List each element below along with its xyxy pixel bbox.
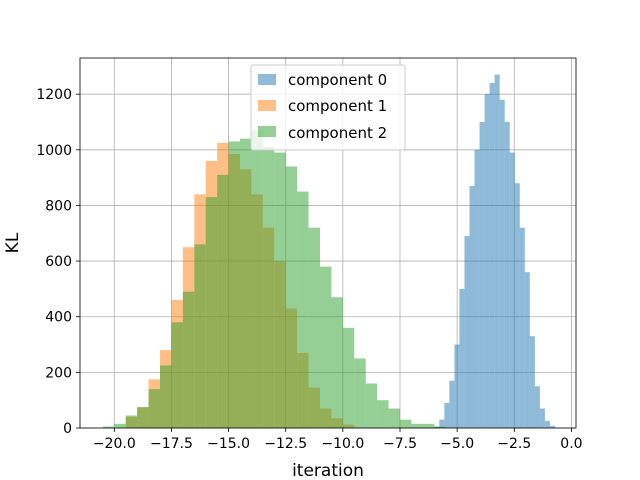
legend-label-component-0: component 0 — [288, 71, 387, 89]
histogram-bar — [544, 421, 550, 428]
histogram-bar — [320, 266, 332, 428]
x-tick-label: −17.5 — [150, 436, 193, 452]
histogram-bar — [489, 83, 495, 428]
series-component-0 — [434, 74, 555, 429]
x-tick-label: −12.5 — [264, 436, 307, 452]
histogram-bar — [459, 288, 465, 428]
legend-swatch-component-0 — [258, 74, 276, 85]
histogram-bar — [484, 94, 490, 429]
histogram-bar — [308, 227, 320, 428]
histogram-bar — [137, 407, 149, 428]
histogram-bar — [529, 336, 535, 428]
histogram-bar — [331, 297, 343, 428]
histogram-bar — [205, 197, 218, 428]
histogram-bar — [422, 423, 435, 428]
histogram-bar — [388, 408, 400, 428]
histogram-bar — [454, 344, 460, 428]
histogram-bar — [262, 147, 275, 428]
histogram-bar — [524, 272, 530, 428]
histogram-bar — [297, 191, 309, 428]
x-tick-label: 0.0 — [560, 436, 582, 452]
histogram-bar — [365, 383, 378, 428]
y-tick-label: 1000 — [36, 143, 72, 159]
histogram-bar — [539, 408, 545, 428]
histogram-bar — [411, 423, 423, 428]
histogram-bar — [464, 236, 470, 428]
x-tick-label: −5.0 — [440, 436, 474, 452]
y-tick-label: 1200 — [36, 87, 72, 103]
histogram-bar — [499, 99, 505, 429]
x-tick-label: −7.5 — [383, 436, 417, 452]
y-axis-label: KL — [3, 232, 23, 253]
histogram-bar — [125, 415, 138, 428]
histogram-bar — [400, 419, 412, 428]
histogram-bar — [354, 358, 366, 428]
histogram-bar — [160, 365, 172, 428]
histogram-bar — [228, 141, 240, 428]
histogram-bar — [479, 121, 485, 429]
y-tick-label: 600 — [45, 254, 72, 270]
histogram-bar — [494, 74, 500, 429]
legend: component 0 component 1 component 2 — [250, 64, 406, 151]
histogram-bar — [504, 121, 510, 429]
histogram-bar — [509, 152, 515, 428]
histogram-bar — [549, 425, 555, 428]
histogram-bar — [434, 426, 446, 428]
legend-box — [250, 64, 406, 151]
legend-label-component-1: component 1 — [288, 97, 387, 115]
histogram-bar — [444, 402, 450, 428]
histogram-bars — [102, 74, 555, 429]
x-axis-label: iteration — [292, 461, 364, 480]
histogram-bar — [285, 166, 298, 428]
histogram-bar — [148, 389, 160, 428]
y-tick-label: 800 — [45, 198, 72, 214]
legend-label-component-2: component 2 — [288, 124, 387, 142]
x-tick-label: −20.0 — [93, 436, 136, 452]
histogram-bar — [469, 185, 475, 428]
histogram-bar — [251, 130, 263, 429]
histogram-bar — [449, 380, 455, 428]
plot-frame — [79, 57, 577, 429]
x-tick-label: −2.5 — [497, 436, 531, 452]
histogram-bar — [534, 386, 540, 428]
y-tick-label: 400 — [45, 310, 72, 326]
histogram-bar — [217, 174, 229, 428]
histogram-bar — [171, 322, 183, 428]
y-tick-label: 0 — [63, 421, 72, 437]
histogram-bar — [377, 400, 389, 428]
histogram-bar — [194, 244, 206, 428]
histogram-bar — [102, 426, 115, 428]
y-tick-label: 200 — [45, 365, 72, 381]
histogram-bar — [519, 227, 525, 428]
histogram-bar — [182, 291, 195, 428]
histogram-bar — [240, 138, 252, 428]
y-axis-ticks: 0 200 400 600 800 1000 1200 — [36, 87, 80, 437]
histogram-bar — [474, 149, 480, 428]
legend-swatch-component-1 — [258, 100, 276, 111]
histogram-bar — [514, 183, 520, 428]
legend-swatch-component-2 — [258, 126, 276, 137]
x-tick-label: −10.0 — [321, 436, 364, 452]
series-component-2 — [102, 130, 446, 429]
x-axis-ticks: −20.0 −17.5 −15.0 −12.5 −10.0 −7.5 −5.0 −2.5 0.0 — [93, 428, 583, 452]
histogram-bar — [439, 419, 445, 428]
histogram-bar — [342, 327, 355, 428]
histogram-bar — [114, 423, 126, 428]
histogram-bar — [274, 152, 286, 428]
x-tick-label: −15.0 — [207, 436, 250, 452]
